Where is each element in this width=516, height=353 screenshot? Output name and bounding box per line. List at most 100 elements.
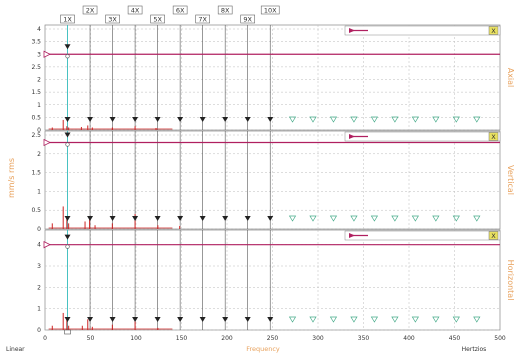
band-marker (473, 316, 481, 323)
y-tick-label: 2.5 (31, 64, 41, 71)
legend-frame (344, 131, 501, 142)
scale-label: Linear (6, 346, 25, 353)
band-marker (309, 116, 317, 123)
legend-marker (349, 233, 355, 238)
y-tick-label: 1 (37, 102, 41, 109)
harmonic-peak-marker (87, 216, 94, 221)
harmonic-peak-marker (87, 317, 94, 322)
x-axis: 0 50 100 150 200 250 300 350 400 450 500 (43, 329, 506, 342)
harmonic-label: 3X (108, 16, 117, 24)
y-tick-label: 2 (37, 151, 41, 158)
harmonic-peak-marker (64, 216, 71, 221)
harmonic-peak-marker (177, 216, 184, 221)
x-tick-label: 250 (267, 335, 279, 342)
harmonic-peak-marker (267, 317, 274, 322)
band-marker (329, 116, 338, 123)
x-tick-label: 100 (130, 335, 142, 342)
harmonic-peak-marker (109, 117, 116, 122)
band-marker (370, 215, 379, 222)
harmonic-label: 10X (264, 7, 277, 15)
band-marker (452, 215, 460, 222)
panel-name: Horizontal (506, 260, 515, 301)
reference-marker (43, 241, 51, 249)
y-tick-label: 0 (37, 226, 41, 233)
band-marker (370, 116, 379, 123)
harmonic-label-box (150, 14, 165, 24)
legend-frame (344, 230, 501, 241)
harmonic-label-box (105, 14, 120, 24)
x-tick-label: 200 (221, 335, 233, 342)
x-unit-label: Hertzios (462, 346, 487, 353)
band-marker (370, 316, 379, 323)
fundamental-marker-ring (65, 142, 70, 147)
harmonic-peak-marker (244, 216, 251, 221)
x-tick-label: 450 (449, 335, 461, 342)
harmonic-peak-marker (199, 117, 206, 122)
harmonic-label: 8X (221, 7, 230, 15)
band-marker (473, 215, 481, 222)
y-tick-label: 3.5 (31, 39, 41, 46)
fundamental-marker (64, 234, 71, 240)
harmonic-label: 5X (153, 16, 162, 24)
band-marker (411, 215, 419, 222)
fundamental-marker-ring (65, 244, 70, 249)
band-marker (473, 116, 481, 123)
y-tick-label: 1 (37, 188, 41, 195)
harmonic-label-row: 1X 2X 3X 4X 5X 6X 7X 8X 9X 10X (60, 5, 280, 24)
legend-close-box (488, 132, 499, 141)
x-tick-label: 400 (403, 335, 415, 342)
legend-close-icon: X (491, 232, 496, 240)
x-tick-label: 300 (312, 335, 324, 342)
band-marker (309, 215, 317, 222)
legend-close-icon: X (491, 27, 496, 35)
band-marker (432, 215, 440, 222)
band-marker (288, 316, 297, 323)
y-tick-label: 2 (37, 77, 41, 84)
legend-close-box (488, 231, 499, 240)
y-tick-label: 4 (37, 242, 41, 249)
x-tick-label: 350 (358, 335, 370, 342)
fundamental-marker (64, 132, 71, 138)
fundamental-marker-ring (65, 54, 70, 59)
harmonic-peak-marker (64, 317, 71, 322)
legend-marker (349, 28, 355, 33)
panel-axial: 4 3.5 3 2.5 2 1.5 1 0.5 0 X Axial (31, 24, 515, 134)
band-marker (391, 215, 399, 222)
band-marker (432, 116, 440, 123)
panel-vertical: 2.5 2 1.5 1 0.5 0 X Vertical (31, 130, 515, 233)
x-tick-label: 150 (176, 335, 188, 342)
harmonic-label: 7X (198, 16, 207, 24)
band-marker (350, 215, 358, 222)
band-marker (411, 116, 419, 123)
harmonic-peak-marker (132, 216, 139, 221)
harmonic-peak-marker (222, 216, 229, 221)
harmonic-peak-marker (154, 117, 161, 122)
y-tick-label: 3 (37, 263, 41, 270)
harmonic-label: 4X (131, 7, 140, 15)
harmonic-label-box (217, 5, 233, 15)
panel-name: Axial (506, 68, 515, 88)
harmonic-label-box (60, 14, 75, 24)
harmonic-peak-marker (154, 317, 161, 322)
x-tick-label: 50 (87, 335, 95, 342)
band-marker (391, 316, 399, 323)
harmonic-peak-marker (222, 117, 229, 122)
harmonic-peak-marker (109, 216, 116, 221)
panel-legend: X (344, 25, 501, 36)
band-marker (288, 116, 297, 123)
spectrum-panels: 4 3.5 3 2.5 2 1.5 1 0.5 0 X Axial 2.5 2 1.5 1 0.5 0 X Vert… (31, 24, 515, 334)
harmonic-peak-marker (244, 117, 251, 122)
harmonic-label-box (260, 5, 280, 15)
band-marker (452, 316, 460, 323)
band-marker (432, 316, 440, 323)
harmonic-peak-marker (132, 117, 139, 122)
y-tick-label: 1.5 (31, 170, 41, 177)
harmonic-label-box (195, 14, 210, 24)
band-marker (288, 215, 297, 222)
harmonic-peak-marker (199, 317, 206, 322)
harmonic-label: 1X (63, 16, 72, 24)
harmonic-peak-marker (244, 317, 251, 322)
y-tick-label: 0 (37, 327, 41, 334)
y-tick-label: 2.5 (31, 132, 41, 139)
panel-name: Vertical (506, 165, 515, 195)
